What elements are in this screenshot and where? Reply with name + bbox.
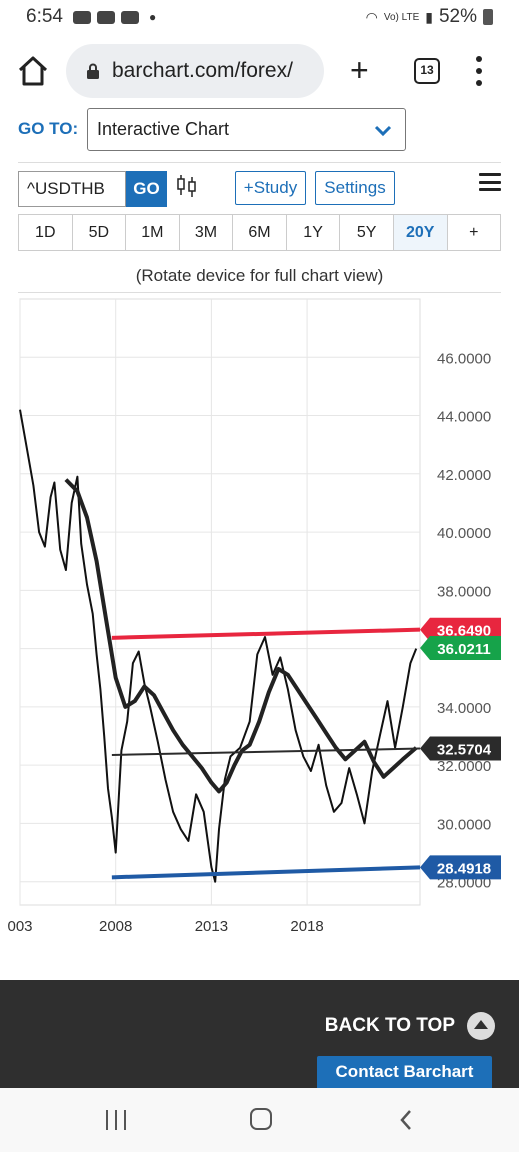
price-label-tag <box>420 736 501 761</box>
x-tick-label: 003 <box>7 918 32 935</box>
status-bar: 6:54 ● ◠ Vo) LTE ▮ 52% <box>0 0 519 34</box>
goto-label: GO TO: <box>18 119 79 138</box>
price-label-text: 32.5704 <box>437 742 492 759</box>
price-label-tag <box>420 636 501 661</box>
period-more[interactable]: + <box>469 223 479 241</box>
chevron-down-icon <box>374 125 392 137</box>
price-label-text: 28.4918 <box>437 860 491 877</box>
contact-button[interactable]: Contact Barchart <box>317 1056 492 1088</box>
battery-percent: 52% <box>438 6 477 27</box>
hamburger-menu-icon[interactable] <box>479 173 501 191</box>
browser-toolbar: barchart.com/forex/ + 13 <box>0 40 519 102</box>
trendline <box>111 627 421 640</box>
x-tick-label: 2013 <box>195 918 228 935</box>
arrow-up-icon <box>467 1012 495 1040</box>
goto-select-value: Interactive Chart <box>97 119 230 139</box>
battery-icon <box>483 9 493 25</box>
price-label: 36.0211 <box>420 636 501 661</box>
symbol-input[interactable]: ^USDTHB <box>18 171 126 207</box>
back-nav-icon[interactable] <box>398 1108 414 1132</box>
youtube-icon <box>72 10 91 24</box>
price-label-text: 36.0211 <box>437 641 490 658</box>
wifi-icon: ◠ <box>365 8 378 25</box>
candlestick-icon[interactable] <box>175 174 199 198</box>
x-tick-label: 2008 <box>99 918 132 935</box>
tab-switcher-button[interactable]: 13 <box>414 58 440 84</box>
x-tick-label: 2018 <box>290 918 323 935</box>
price-label: 36.6490 <box>420 617 501 642</box>
period-20y[interactable]: 20Y <box>393 215 448 250</box>
rotate-note: (Rotate device for full chart view) <box>135 266 384 285</box>
youtube-icon <box>96 10 115 24</box>
price-chart[interactable]: 28.000030.000032.000034.000036.000038.00… <box>0 293 519 943</box>
chart-svg[interactable]: 28.000030.000032.000034.000036.000038.00… <box>0 293 519 943</box>
price-label: 28.4918 <box>420 855 501 880</box>
divider <box>18 162 501 163</box>
network-type: Vo) LTE <box>383 11 420 23</box>
add-study-button[interactable]: +Study <box>235 171 306 205</box>
notification-dot-icon: ● <box>148 10 157 24</box>
price-label-text: 36.6490 <box>437 623 491 640</box>
divider <box>18 292 501 293</box>
address-bar[interactable]: barchart.com/forex/ <box>66 44 324 98</box>
period-3m[interactable]: 3M <box>180 215 234 250</box>
status-time: 6:54 <box>26 6 63 27</box>
price-label: 32.5704 <box>420 736 501 761</box>
period-1y[interactable]: 1Y <box>287 215 341 250</box>
period-5y[interactable]: 5Y <box>340 215 394 250</box>
period-selector: 1D 5D 1M 3M 6M 1Y 5Y 20Y + <box>18 214 501 251</box>
back-to-top-label: BACK TO TOP <box>324 1015 455 1036</box>
y-tick-label: 34.0000 <box>437 700 491 717</box>
moving-average-line <box>64 478 418 794</box>
trendline <box>111 865 421 880</box>
period-5d[interactable]: 5D <box>73 215 127 250</box>
system-nav-bar <box>0 1088 519 1152</box>
y-tick-label: 42.0000 <box>437 467 491 484</box>
price-series-line <box>19 409 418 883</box>
price-label-tag <box>420 617 501 642</box>
y-tick-label: 46.0000 <box>437 350 491 367</box>
y-tick-label: 40.0000 <box>437 525 491 542</box>
goto-select[interactable]: Interactive Chart <box>87 108 406 151</box>
trendline <box>111 747 421 756</box>
y-tick-label: 32.0000 <box>437 758 491 775</box>
period-6m[interactable]: 6M <box>233 215 287 250</box>
gallery-icon <box>120 10 139 24</box>
y-tick-label: 38.0000 <box>437 583 491 600</box>
go-button[interactable]: GO <box>126 171 167 207</box>
signal-icon: ▮ <box>425 8 433 25</box>
new-tab-icon[interactable]: + <box>350 52 369 88</box>
y-tick-label: 30.0000 <box>437 816 491 833</box>
home-icon[interactable] <box>16 54 50 88</box>
settings-button[interactable]: Settings <box>315 171 395 205</box>
period-1m[interactable]: 1M <box>126 215 180 250</box>
y-tick-label: 44.0000 <box>437 409 491 426</box>
lock-icon <box>87 63 99 79</box>
url-text: barchart.com/forex/ <box>112 59 293 82</box>
price-label-tag <box>420 855 501 880</box>
period-1d[interactable]: 1D <box>19 215 73 250</box>
page-footer: BACK TO TOP Contact Barchart <box>0 980 519 1088</box>
back-to-top-link[interactable]: BACK TO TOP <box>325 1012 495 1040</box>
home-nav-icon[interactable] <box>250 1108 272 1130</box>
overflow-menu-icon[interactable] <box>474 56 484 86</box>
recents-icon[interactable] <box>106 1110 126 1130</box>
